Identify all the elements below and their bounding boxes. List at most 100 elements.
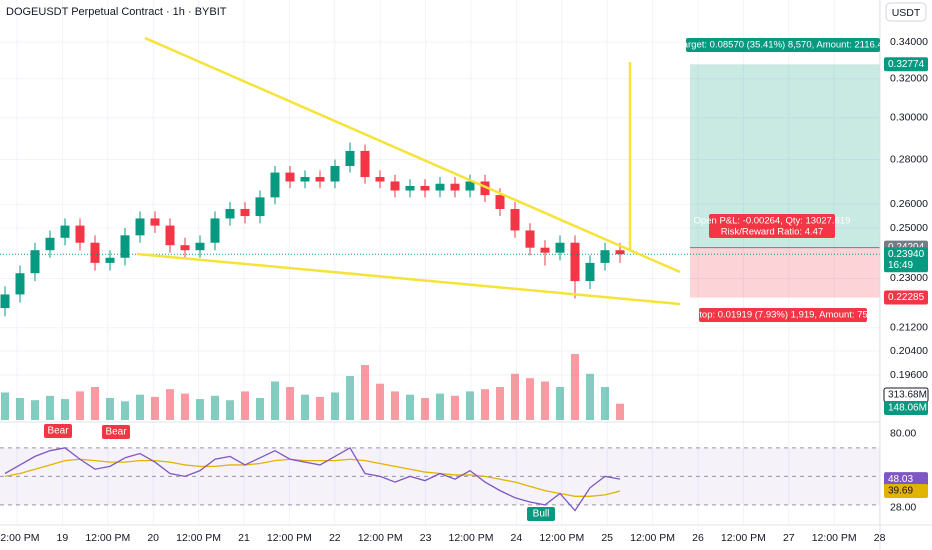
rsi-line <box>4 446 621 512</box>
signal-badge <box>102 425 130 439</box>
candle-body <box>360 150 370 178</box>
position-text: Open P&L: -0.00264, Qty: 13027.619 <box>694 216 851 227</box>
candle-body <box>210 218 220 243</box>
x-tick-label: 21 <box>238 532 250 544</box>
x-tick-label: 12:00 PM <box>630 532 675 544</box>
candle-body <box>90 242 100 263</box>
volume-bar <box>136 394 144 420</box>
y-tick-label: 0.26000 <box>890 198 928 210</box>
candle-body <box>285 172 295 182</box>
candle-body <box>480 181 490 196</box>
volume-bar <box>1 392 9 420</box>
x-tick-label: 12:00 PM <box>358 532 403 544</box>
volume-bar <box>271 381 279 420</box>
volume-bar <box>16 398 24 420</box>
candle-body <box>450 183 460 191</box>
volume-bar <box>601 387 609 420</box>
volume-bar <box>481 389 489 420</box>
volume-bar <box>166 389 174 420</box>
volume-bar <box>256 398 264 420</box>
candle-body <box>390 181 400 191</box>
candle-body <box>180 245 190 251</box>
volume-bar <box>616 403 624 420</box>
y-tick-label: 0.32000 <box>890 73 928 85</box>
stop-zone <box>690 247 880 298</box>
rsi-tick-label: 28.00 <box>890 502 916 514</box>
x-tick-label: 24 <box>511 532 523 544</box>
volume-bar <box>31 400 39 420</box>
x-tick-label: 25 <box>601 532 613 544</box>
x-tick-label: 12:00 PM <box>812 532 857 544</box>
candle-body <box>165 225 175 246</box>
rsi-line <box>4 458 621 497</box>
volume-bar <box>121 401 129 420</box>
candle-body <box>315 177 325 182</box>
x-tick-label: 12:00 PM <box>0 532 39 544</box>
x-tick-label: 12:00 PM <box>85 532 130 544</box>
candle-body <box>0 294 10 309</box>
position-box <box>686 38 880 52</box>
volume-bar <box>106 398 114 420</box>
candle-body <box>270 172 280 198</box>
volume-bar <box>466 391 474 420</box>
axis-price-tag <box>884 472 928 487</box>
volume-bar <box>181 393 189 420</box>
y-tick-label: 0.30000 <box>890 112 928 124</box>
candle-body <box>135 218 145 236</box>
volume-bar <box>451 395 459 420</box>
y-tick-label: 0.21200 <box>890 322 928 334</box>
axis-price-label: 39.69 <box>888 486 913 497</box>
candle-body <box>225 208 235 219</box>
volume-bar <box>301 394 309 420</box>
axis-price-tag <box>884 290 928 305</box>
volume-bar <box>421 398 429 420</box>
x-tick-label: 22 <box>329 532 341 544</box>
y-tick-label: 0.34000 <box>890 36 928 48</box>
volume-bar <box>571 354 579 420</box>
volume-bar <box>526 378 534 420</box>
marks-layer <box>0 142 880 512</box>
candle-body <box>345 150 355 167</box>
volume-bar <box>406 394 414 420</box>
candle-body <box>300 177 310 182</box>
signal-badge <box>527 507 555 521</box>
candle-body <box>150 218 160 226</box>
volume-bar <box>556 387 564 420</box>
currency-label[interactable]: USDT <box>892 7 921 19</box>
trendline <box>136 252 681 306</box>
candle-body <box>30 250 40 274</box>
volume-bar <box>196 399 204 420</box>
y-tick-label: 0.28000 <box>890 153 928 165</box>
candle-body <box>255 197 265 217</box>
axis-price-tag <box>884 484 928 499</box>
candle-body <box>330 166 340 182</box>
signal-label: Bear <box>47 426 69 437</box>
volume-bar <box>226 400 234 420</box>
signal-label: Bear <box>105 427 127 438</box>
axis-price-label: 0.23940 <box>888 249 925 260</box>
candle-body <box>375 177 385 182</box>
volume-bar <box>61 399 69 420</box>
x-tick-label: 12:00 PM <box>176 532 221 544</box>
candle-body <box>195 242 205 251</box>
y-tick-label: 0.23000 <box>890 272 928 284</box>
x-tick-label: 23 <box>420 532 432 544</box>
currency-button[interactable] <box>885 2 927 22</box>
candle-body <box>120 235 130 258</box>
candle-body <box>600 250 610 263</box>
position-text: Stop: 0.01919 (7.93%) 1,919, Amount: 750 <box>693 310 873 321</box>
volume-bar <box>436 393 444 420</box>
y-tick-label: 0.25000 <box>890 222 928 234</box>
volume-bar <box>541 381 549 420</box>
volume-bar <box>376 383 384 420</box>
signal-label: Bull <box>533 509 550 520</box>
axis-price-label: 313.68M <box>888 390 927 401</box>
volume-bar <box>316 396 324 420</box>
volume-bar <box>331 392 339 420</box>
chart-title: DOGEUSDT Perpetual Contract · 1h · BYBIT <box>6 6 227 18</box>
volume-bar <box>46 395 54 420</box>
volume-bar <box>511 373 519 420</box>
candle-body <box>495 195 505 209</box>
